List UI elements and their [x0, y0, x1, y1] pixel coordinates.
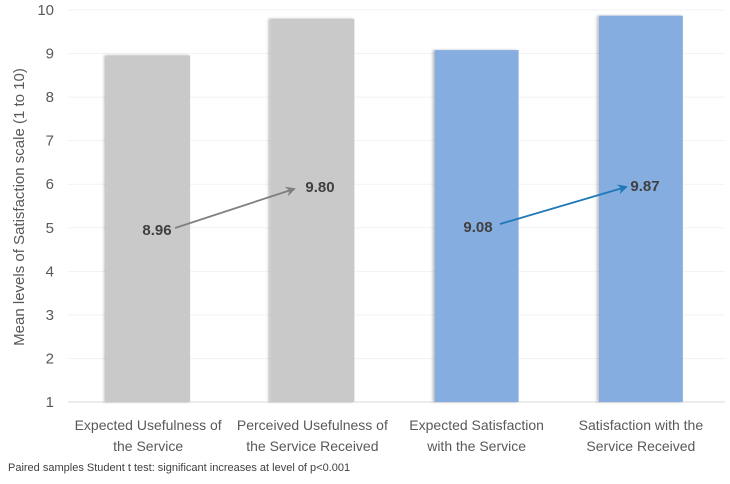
y-tick-label: 6 — [46, 176, 54, 193]
bar — [434, 50, 519, 403]
y-axis-label: Mean levels of Satisfaction scale (1 to … — [11, 68, 28, 346]
x-tick-label: with the Service — [426, 438, 526, 454]
y-tick-label: 8 — [46, 89, 54, 106]
bar — [598, 15, 683, 402]
y-tick-label: 10 — [37, 2, 54, 19]
data-label: 9.08 — [463, 219, 492, 236]
bar — [270, 18, 355, 402]
x-tick-label: Service Received — [586, 438, 695, 454]
x-tick-label: Perceived Usefulness of — [237, 417, 388, 433]
data-label: 9.87 — [630, 178, 659, 195]
increase-arrow — [174, 186, 296, 229]
x-tick-label: Expected Usefulness of — [75, 417, 222, 433]
y-tick-label: 2 — [46, 350, 54, 367]
y-tick-label: 3 — [46, 307, 54, 324]
x-tick-label: Satisfaction with the — [579, 417, 704, 433]
x-tick-label: the Service Received — [246, 438, 378, 454]
y-tick-label: 7 — [46, 133, 54, 150]
data-label: 8.96 — [142, 222, 171, 239]
y-tick-label: 5 — [46, 220, 54, 237]
y-tick-label: 9 — [46, 46, 54, 63]
y-tick-label: 1 — [46, 394, 54, 411]
x-tick-label: the Service — [113, 438, 183, 454]
x-tick-label: Expected Satisfaction — [409, 417, 544, 433]
data-label: 9.80 — [305, 179, 334, 196]
bar — [106, 55, 191, 402]
footnote: Paired samples Student t test: significa… — [8, 462, 351, 474]
increase-arrow — [499, 184, 628, 225]
y-tick-label: 4 — [46, 263, 54, 280]
